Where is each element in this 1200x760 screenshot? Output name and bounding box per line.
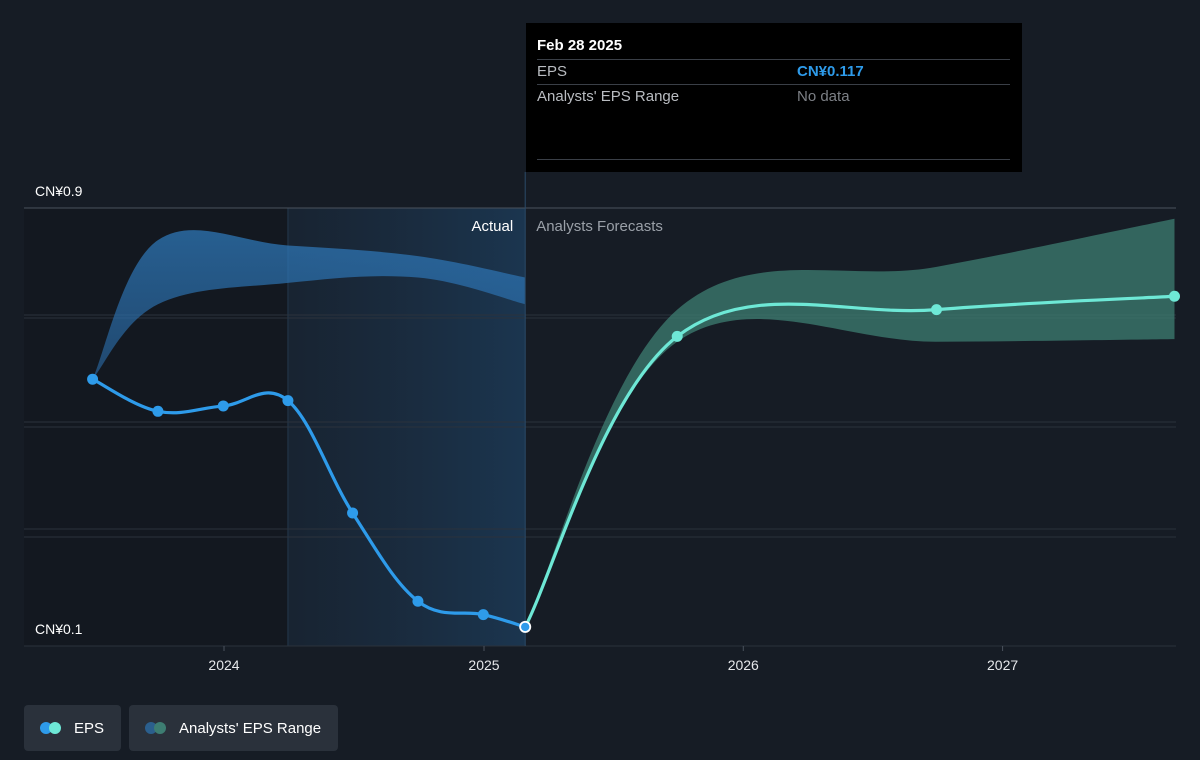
eps-range-band-forecast: [525, 218, 1175, 627]
eps-point-forecast-1: [671, 330, 683, 342]
legend-item-eps-range[interactable]: Analysts' EPS Range: [129, 705, 339, 751]
tooltip-row-range: Analysts' EPS Range No data: [537, 84, 1010, 109]
y-axis-label-bottom: CN¥0.1: [35, 621, 83, 637]
y-axis-label-top: CN¥0.9: [35, 183, 83, 199]
eps-point-actual-6: [477, 609, 489, 621]
eps-point-actual-5: [412, 595, 424, 607]
legend-label-eps-range: Analysts' EPS Range: [179, 719, 322, 737]
range-bands: [92, 218, 1175, 627]
eps-point-actual-3: [282, 395, 294, 407]
x-axis-label-2027: 2027: [987, 657, 1018, 673]
region-label-forecast: Analysts Forecasts: [536, 218, 663, 235]
range-swatch-dot-forecast: [154, 722, 167, 734]
x-axis-label-2024: 2024: [208, 657, 239, 673]
tooltip-row-eps: EPS CN¥0.117: [537, 59, 1010, 84]
eps-range-band-historical: [92, 230, 526, 380]
eps-line-forecast: [523, 294, 1177, 629]
axis-labels: CN¥0.9 CN¥0.1 2024 2025 2026 2027 Actual Analys…: [35, 183, 1018, 673]
tooltip-range-label: Analysts' EPS Range: [537, 88, 680, 105]
tooltip-divider: [537, 159, 1010, 160]
eps-point-actual-4: [347, 507, 359, 519]
range-swatch-icon: [145, 722, 167, 734]
eps-point-forecast-2: [931, 304, 943, 316]
series-points: [87, 290, 1180, 633]
chart-legend: EPS Analysts' EPS Range: [24, 705, 339, 751]
eps-point-forecast-3: [1168, 290, 1180, 302]
x-axis-label-2025: 2025: [468, 657, 499, 673]
tooltip-range-value: No data: [797, 88, 850, 105]
legend-item-eps[interactable]: EPS: [24, 705, 122, 751]
legend-label-eps: EPS: [74, 719, 105, 737]
tooltip-date: Feb 28 2025: [537, 37, 623, 54]
eps-swatch-icon: [40, 722, 62, 734]
region-label-actual: Actual: [471, 218, 513, 235]
eps-swatch-dot-forecast: [49, 722, 61, 734]
series-lines: [90, 172, 1177, 646]
tooltip-eps-value: CN¥0.117: [797, 63, 864, 80]
hover-tooltip: Feb 28 2025 EPS CN¥0.117 Analysts' EPS R…: [526, 23, 1022, 172]
eps-point-actual-2: [217, 400, 229, 412]
eps-point-actual-1: [152, 405, 164, 417]
eps-point-hover: [521, 622, 530, 632]
x-axis-label-2026: 2026: [728, 657, 759, 673]
eps-line-actual: [90, 377, 527, 629]
eps-point-actual-0: [87, 373, 99, 385]
tooltip-eps-label: EPS: [537, 63, 568, 80]
